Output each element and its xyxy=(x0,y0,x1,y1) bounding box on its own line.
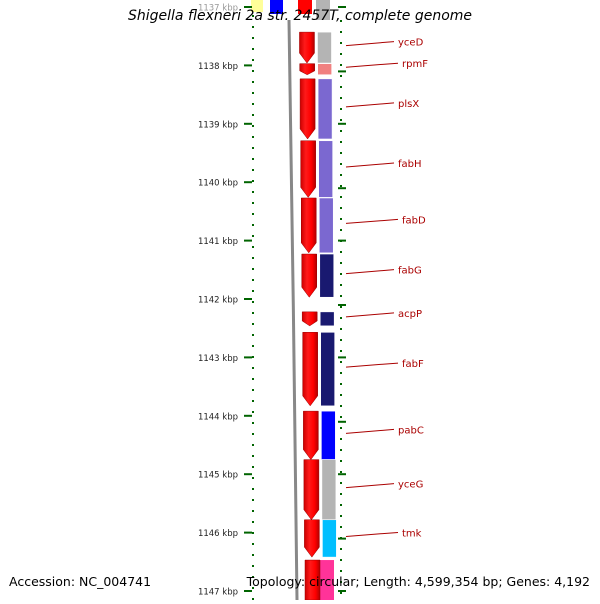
cog-block xyxy=(317,78,333,140)
ruler-tick-label: 1145 kbp xyxy=(198,471,238,481)
ruler-tick-label: 1142 kbp xyxy=(198,296,238,306)
top-partial-cds-mark xyxy=(298,0,312,14)
gene-label: pabC xyxy=(398,425,424,436)
cog-block xyxy=(317,31,332,64)
gene-label-leader xyxy=(345,483,395,489)
cog-block xyxy=(318,140,333,198)
cog-block xyxy=(319,311,335,327)
cog-block xyxy=(321,410,336,460)
cds-arrow xyxy=(303,410,319,461)
gene-label: tmk xyxy=(402,528,422,539)
backbone-line xyxy=(287,19,299,601)
cds-arrow xyxy=(299,31,315,64)
cds-arrow xyxy=(301,253,318,298)
bottom-partial-cog-mark xyxy=(320,560,334,600)
gene-label-leader xyxy=(345,428,395,434)
ruler-tick-label: 1138 kbp xyxy=(198,62,238,72)
cds-arrow xyxy=(301,311,318,327)
cds-arrow xyxy=(303,459,320,521)
cog-block xyxy=(317,63,332,76)
map-title: Shigella flexneri 2a str. 2457T, complet… xyxy=(127,8,473,24)
gene-label: fabD xyxy=(402,215,426,226)
top-partial-gene-mark xyxy=(251,0,263,12)
gene-label-leader xyxy=(345,531,399,537)
cog-block xyxy=(320,331,335,407)
gene-label: yceD xyxy=(398,38,424,49)
gene-label: plsX xyxy=(398,99,419,110)
cds-arrow xyxy=(301,197,317,254)
ruler-tick-label: 1140 kbp xyxy=(198,179,238,189)
gene-label-leader xyxy=(345,102,395,108)
accession-label: Accession: NC_004741 xyxy=(9,574,152,589)
gene-label-leader xyxy=(345,218,399,224)
gene-label-leader xyxy=(345,362,399,368)
cog-block xyxy=(318,197,334,254)
gene-label: fabF xyxy=(402,359,424,370)
cds-arrow xyxy=(300,140,316,198)
ruler-tick-label: 1137 kbp xyxy=(198,4,238,14)
top-partial-cog-mark xyxy=(270,0,283,14)
ruler-tick-label: 1143 kbp xyxy=(198,354,238,364)
gene-label-leader xyxy=(345,269,395,275)
cog-block xyxy=(321,459,337,521)
gene-label-leader xyxy=(345,62,399,68)
gene-label-leader xyxy=(345,41,395,47)
gene-label-leader xyxy=(345,312,395,318)
gene-label: fabG xyxy=(398,266,422,277)
gene-label: fabH xyxy=(398,159,422,170)
ruler-tick-label: 1144 kbp xyxy=(198,412,238,422)
gene-label: acpP xyxy=(398,309,422,320)
gene-label-leader xyxy=(345,162,395,168)
ruler-tick-label: 1146 kbp xyxy=(198,529,238,539)
top-partial-cog-mark-2 xyxy=(316,0,330,20)
cog-block xyxy=(319,253,335,298)
ruler-tick-label: 1141 kbp xyxy=(198,237,238,247)
cds-arrow xyxy=(299,78,316,140)
cds-arrow xyxy=(299,63,315,76)
gene-label: rpmF xyxy=(402,59,428,70)
genome-summary-label: Topology: circular; Length: 4,599,354 bp… xyxy=(246,574,590,589)
cds-arrow xyxy=(304,519,320,558)
ruler-tick-label: 1139 kbp xyxy=(198,120,238,130)
ruler-tick-label: 1147 kbp xyxy=(198,588,238,598)
cog-block xyxy=(322,519,337,558)
gene-label: yceG xyxy=(398,480,423,491)
cds-arrow xyxy=(302,332,318,407)
